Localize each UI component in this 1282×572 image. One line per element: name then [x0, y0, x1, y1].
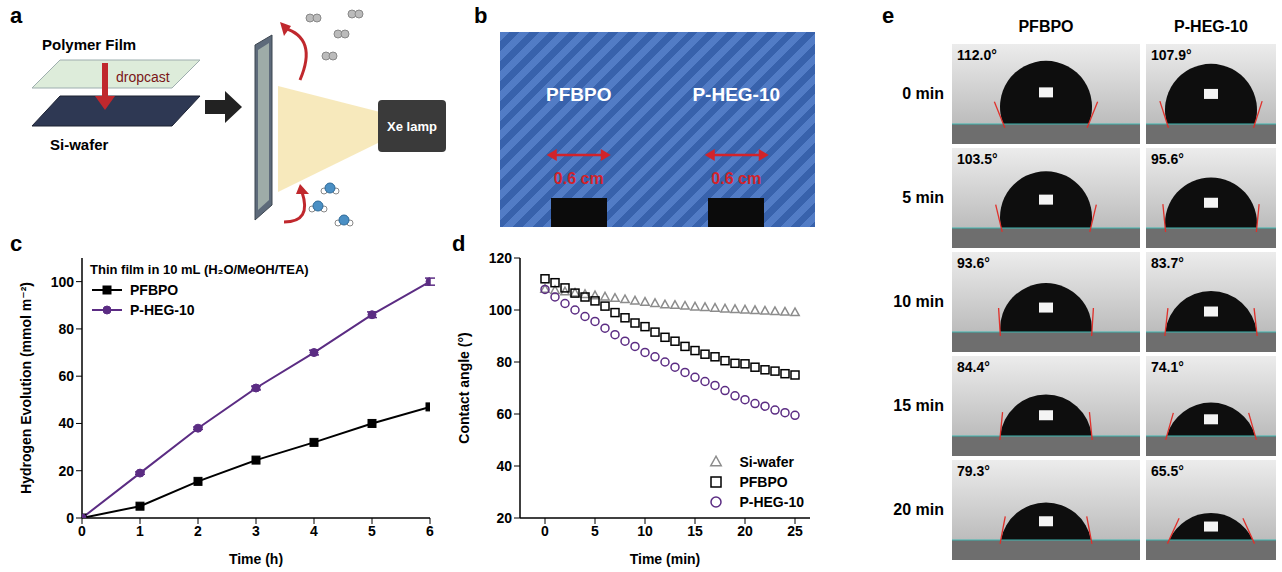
html-text:P-HEG-10: P-HEG-10 — [739, 494, 804, 510]
html-text:P-HEG-10: P-HEG-10 — [130, 302, 195, 318]
html-text:d: d — [452, 231, 466, 256]
svg-text:103.5°: 103.5° — [957, 151, 998, 167]
html-text:10 min: 10 min — [893, 293, 944, 310]
svg-text:Hydrogen Evolution (mmol m⁻²): Hydrogen Evolution (mmol m⁻²) — [18, 282, 34, 494]
svg-text:20: 20 — [58, 463, 74, 479]
svg-text:1: 1 — [136, 523, 144, 539]
svg-text:80: 80 — [58, 321, 74, 337]
svg-text:5: 5 — [368, 523, 376, 539]
svg-text:Time (h): Time (h) — [229, 551, 283, 567]
svg-text:Si-wafer: Si-wafer — [50, 136, 109, 153]
html-text:P-HEG-10: P-HEG-10 — [1174, 18, 1248, 35]
html-text:PFBPO: PFBPO — [546, 84, 612, 105]
svg-text:100: 100 — [489, 302, 513, 318]
html-text:0.6 cm: 0.6 cm — [711, 170, 762, 187]
html-text:PFBPO: PFBPO — [1018, 18, 1074, 35]
html-text:PFBPO: PFBPO — [130, 282, 179, 298]
svg-text:74.1°: 74.1° — [1151, 359, 1184, 375]
svg-text:83.7°: 83.7° — [1151, 255, 1184, 271]
html-text:P-HEG-10: P-HEG-10 — [692, 84, 781, 105]
svg-text:40: 40 — [58, 415, 74, 431]
svg-text:25: 25 — [787, 523, 803, 539]
html-text:PFBPO: PFBPO — [739, 474, 788, 490]
svg-text:Contact angle (°): Contact angle (°) — [456, 332, 472, 443]
svg-text:3: 3 — [252, 523, 260, 539]
svg-text:20: 20 — [496, 510, 512, 526]
svg-text:2: 2 — [194, 523, 202, 539]
svg-text:dropcast: dropcast — [116, 69, 170, 85]
svg-text:Xe lamp: Xe lamp — [387, 119, 437, 134]
svg-text:6: 6 — [426, 523, 434, 539]
html-text:a: a — [10, 3, 23, 28]
svg-text:120: 120 — [489, 250, 513, 266]
svg-text:79.3°: 79.3° — [957, 463, 990, 479]
html-text:5 min: 5 min — [902, 189, 944, 206]
html-text:c: c — [10, 231, 23, 256]
svg-text:112.0°: 112.0° — [957, 47, 997, 63]
html-text:20 min: 20 min — [893, 501, 944, 518]
svg-text:100: 100 — [51, 274, 75, 290]
svg-text:Time (min): Time (min) — [630, 551, 701, 567]
svg-text:84.4°: 84.4° — [957, 359, 990, 375]
svg-text:65.5°: 65.5° — [1151, 463, 1184, 479]
svg-text:0: 0 — [78, 523, 86, 539]
svg-text:95.6°: 95.6° — [1151, 151, 1184, 167]
html-text:b: b — [474, 3, 488, 28]
svg-text:93.6°: 93.6° — [957, 255, 990, 271]
html-text:0 min: 0 min — [902, 85, 944, 102]
svg-text:4: 4 — [310, 523, 318, 539]
svg-text:5: 5 — [591, 523, 599, 539]
html-text:Thin film in 10 mL (H₂O/MeOH/T: Thin film in 10 mL (H₂O/MeOH/TEA) — [90, 262, 309, 277]
svg-text:107.9°: 107.9° — [1151, 47, 1192, 63]
html-text:e: e — [882, 3, 895, 28]
svg-text:0: 0 — [541, 523, 549, 539]
html-text:0.6 cm: 0.6 cm — [553, 170, 604, 187]
svg-text:60: 60 — [496, 406, 512, 422]
svg-text:40: 40 — [496, 458, 512, 474]
svg-text:60: 60 — [58, 368, 74, 384]
svg-text:20: 20 — [737, 523, 753, 539]
svg-text:0: 0 — [66, 510, 74, 526]
svg-text:15: 15 — [687, 523, 703, 539]
html-text:15 min: 15 min — [893, 397, 944, 414]
svg-text:Polymer Film: Polymer Film — [42, 36, 136, 53]
svg-text:10: 10 — [637, 523, 653, 539]
html-text:Si-wafer: Si-wafer — [739, 454, 794, 470]
svg-text:80: 80 — [496, 354, 512, 370]
